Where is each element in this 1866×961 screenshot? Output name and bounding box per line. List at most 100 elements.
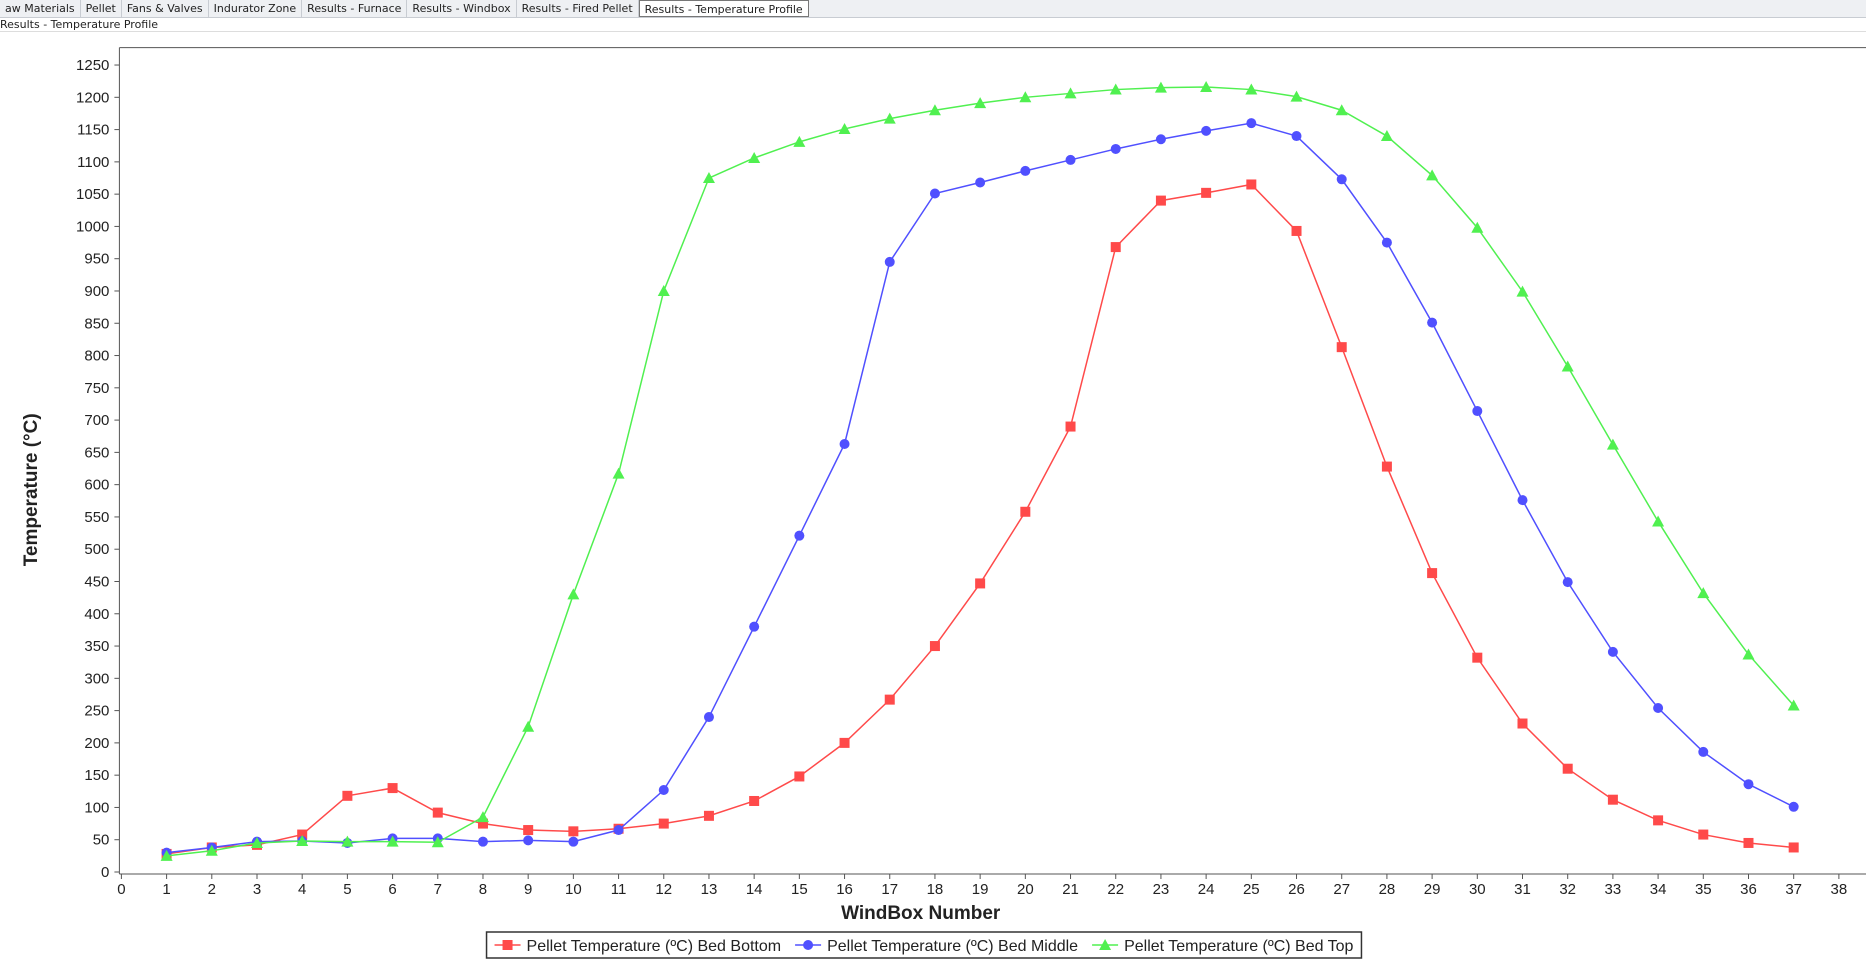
marker — [1698, 829, 1709, 840]
y-tick-label: 1100 — [77, 154, 109, 171]
x-tick-label: 13 — [701, 881, 718, 898]
marker — [1291, 131, 1302, 142]
marker — [1020, 506, 1031, 517]
x-tick-label: 0 — [117, 881, 125, 898]
marker — [658, 818, 669, 829]
y-tick-label: 1200 — [76, 89, 109, 106]
marker — [522, 720, 535, 732]
y-tick-label: 1150 — [77, 122, 109, 139]
marker — [1291, 225, 1302, 236]
marker — [1517, 495, 1528, 506]
y-tick-label: 450 — [84, 573, 109, 590]
marker — [1336, 342, 1347, 353]
marker — [975, 177, 986, 188]
marker — [839, 737, 850, 748]
marker — [883, 112, 896, 124]
x-tick-label: 4 — [298, 881, 306, 898]
y-tick-label: 300 — [84, 670, 109, 687]
marker — [1336, 174, 1347, 185]
marker — [1380, 130, 1393, 142]
y-tick-label: 100 — [84, 799, 109, 816]
marker — [1743, 779, 1754, 790]
marker — [1110, 242, 1121, 253]
x-tick-label: 8 — [479, 881, 487, 898]
y-tick-label: 650 — [84, 444, 109, 461]
marker — [749, 621, 760, 632]
y-tick-label: 800 — [84, 348, 109, 365]
y-tick-label: 500 — [84, 541, 109, 558]
panel-title: Results - Temperature Profile — [0, 18, 1866, 32]
marker — [160, 849, 173, 861]
chart: 0501001502002503003504004505005506006507… — [21, 47, 1866, 959]
marker — [612, 467, 625, 479]
x-tick-label: 19 — [972, 881, 989, 898]
marker — [1427, 568, 1438, 579]
series-line — [166, 183, 1794, 855]
x-tick-label: 34 — [1650, 881, 1667, 898]
marker — [839, 438, 850, 449]
y-tick-label: 1250 — [76, 57, 109, 74]
x-tick-label: 21 — [1062, 881, 1079, 898]
x-tick-label: 37 — [1785, 881, 1802, 898]
y-tick-label: 700 — [84, 412, 109, 429]
tab[interactable]: aw Materials — [0, 0, 81, 17]
legend: Pellet Temperature (ºC) Bed Bottom Pellet… — [485, 931, 1363, 959]
marker — [1743, 837, 1754, 848]
marker — [1109, 83, 1122, 95]
marker — [523, 835, 534, 846]
marker — [794, 771, 805, 782]
tab[interactable]: Fans & Valves — [122, 0, 209, 17]
marker — [296, 835, 309, 847]
marker — [1742, 648, 1755, 660]
marker — [929, 641, 940, 652]
tab[interactable]: Results - Furnace — [302, 0, 408, 17]
tab[interactable]: Pellet — [81, 0, 122, 17]
x-tick-label: 26 — [1288, 881, 1305, 898]
legend-box — [485, 931, 1363, 959]
marker — [477, 836, 488, 847]
marker — [1427, 317, 1438, 328]
marker — [703, 712, 714, 723]
legend-label: Pellet Temperature (ºC) Bed Bottom — [527, 938, 782, 955]
x-tick-label: 9 — [524, 881, 532, 898]
x-tick-label: 6 — [388, 881, 396, 898]
marker — [929, 188, 940, 199]
series-line — [166, 86, 1795, 857]
x-tick-label: 25 — [1243, 881, 1260, 898]
x-tick-label: 20 — [1017, 881, 1034, 898]
x-tick-label: 38 — [1831, 881, 1848, 898]
y-tick-label: 50 — [93, 832, 110, 849]
legend-item: Pellet Temperature (ºC) Bed Bottom — [494, 938, 782, 955]
tab[interactable]: Results - Fired Pellet — [517, 0, 639, 17]
marker — [1607, 794, 1618, 805]
marker — [928, 104, 941, 116]
marker — [793, 135, 806, 147]
marker — [1787, 699, 1800, 711]
marker — [658, 785, 669, 796]
x-tick-label: 28 — [1379, 881, 1396, 898]
x-tick-label: 33 — [1605, 881, 1622, 898]
marker — [502, 940, 513, 950]
marker — [1698, 746, 1709, 757]
marker — [1788, 842, 1799, 853]
tab-bar: aw Materials Pellet Fans & Valves Indurator… — [0, 0, 1866, 18]
y-tick-label: 150 — [84, 767, 109, 784]
tab[interactable]: Results - Temperature Profile — [638, 0, 809, 17]
marker — [387, 783, 398, 794]
marker — [1065, 154, 1076, 165]
tab[interactable]: Indurator Zone — [209, 0, 303, 17]
y-axis-title: Temperature (°C) — [21, 413, 42, 566]
marker — [1099, 939, 1112, 950]
marker — [1200, 80, 1213, 92]
x-tick-label: 18 — [927, 881, 944, 898]
marker — [838, 122, 851, 134]
x-tick-label: 32 — [1559, 881, 1576, 898]
marker — [1562, 763, 1573, 774]
x-tick-label: 31 — [1514, 881, 1531, 898]
y-tick-label: 750 — [84, 380, 109, 397]
tab[interactable]: Results - Windbox — [407, 0, 517, 17]
marker — [386, 835, 399, 847]
y-tick-label: 1050 — [76, 186, 109, 203]
marker — [1201, 187, 1212, 198]
